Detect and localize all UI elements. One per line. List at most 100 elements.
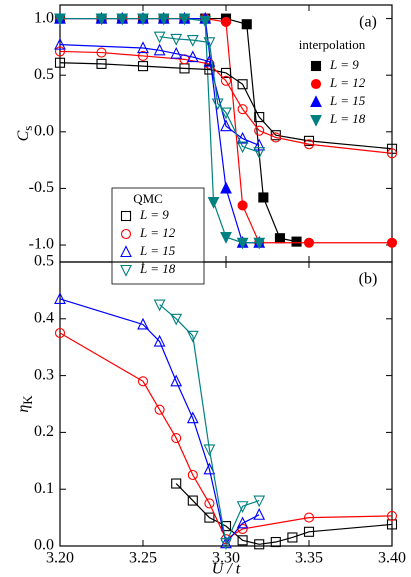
- marker: [253, 237, 266, 250]
- marker: [54, 292, 66, 304]
- plot-frame: [59, 261, 393, 547]
- marker: [203, 37, 216, 50]
- marker: [54, 37, 66, 50]
- marker: [137, 50, 149, 61]
- marker: [253, 147, 266, 159]
- marker: [291, 236, 302, 247]
- marker: [241, 19, 252, 30]
- legend-marker: [310, 60, 322, 72]
- marker: [153, 334, 166, 347]
- marker: [157, 13, 170, 26]
- marker: [54, 13, 66, 26]
- marker: [170, 313, 183, 326]
- marker: [54, 327, 66, 339]
- x-tick-label: 3.20: [46, 550, 74, 567]
- x-axis-label: U / t: [212, 561, 241, 577]
- marker: [170, 33, 183, 46]
- y-tick-label: 0.0: [34, 537, 54, 554]
- panel-label: (a): [359, 14, 377, 31]
- marker: [220, 181, 232, 194]
- y-label-subscript: K: [20, 395, 35, 405]
- marker: [171, 433, 182, 444]
- legend-label: L = 15: [329, 93, 366, 108]
- marker: [137, 376, 149, 387]
- y-tick-label: 0.2: [34, 423, 54, 440]
- legend-marker: [120, 228, 132, 240]
- y-tick-label: 0.5: [34, 253, 54, 270]
- legend-label: L = 9: [329, 57, 359, 72]
- marker: [237, 79, 248, 90]
- marker: [220, 75, 232, 86]
- marker: [303, 139, 315, 150]
- legend-label: L = 9: [139, 207, 169, 222]
- marker: [220, 538, 232, 550]
- legend-marker: [120, 245, 132, 258]
- y-label-symbol: C: [15, 130, 32, 141]
- marker: [220, 521, 232, 532]
- y-label-subscript: s: [20, 126, 35, 131]
- marker: [236, 501, 249, 513]
- marker: [186, 50, 199, 63]
- marker: [95, 13, 108, 26]
- marker: [236, 516, 249, 529]
- marker: [254, 539, 265, 550]
- marker: [204, 64, 215, 75]
- marker: [237, 200, 248, 211]
- marker: [236, 131, 249, 144]
- marker: [204, 498, 215, 509]
- marker: [137, 13, 149, 26]
- marker: [154, 404, 165, 415]
- marker: [153, 43, 166, 56]
- legend-box: [111, 187, 205, 285]
- marker: [237, 104, 248, 115]
- series-line: [59, 298, 260, 545]
- marker: [137, 61, 149, 72]
- marker: [386, 237, 398, 248]
- marker: [236, 141, 249, 154]
- marker: [303, 512, 315, 523]
- marker: [96, 58, 107, 69]
- y-tick-label: -0.5: [29, 179, 54, 196]
- x-tick-label: 3.40: [378, 550, 406, 567]
- marker: [220, 16, 232, 28]
- legend-label: L = 18: [329, 111, 366, 126]
- x-tick-label: 3.35: [295, 550, 323, 567]
- marker: [270, 536, 281, 548]
- marker: [220, 232, 232, 244]
- marker: [220, 67, 232, 78]
- legend-marker: [310, 114, 322, 127]
- marker: [54, 46, 66, 57]
- legend-label: L = 12: [139, 225, 176, 240]
- y-tick-label: 1.0: [34, 9, 54, 26]
- marker: [199, 15, 212, 28]
- x-tick-label: 3.25: [129, 550, 157, 567]
- marker: [203, 444, 216, 457]
- y-tick-label: 0.1: [34, 480, 54, 497]
- legend-marker: [310, 78, 322, 90]
- legend-marker: [310, 95, 322, 108]
- series-line: [175, 483, 393, 545]
- marker: [207, 196, 220, 209]
- y-axis-label: Cs: [15, 126, 35, 142]
- legend-label: L = 15: [139, 243, 176, 258]
- panel-label: (b): [359, 271, 378, 288]
- series-line: [59, 332, 393, 541]
- y-tick-label: -1.0: [29, 236, 54, 253]
- marker: [137, 317, 149, 330]
- legend-title: interpolation: [299, 37, 366, 52]
- series-line: [159, 304, 260, 546]
- marker: [253, 138, 266, 151]
- marker: [186, 330, 199, 343]
- marker: [187, 469, 198, 481]
- y-axis-label: ηK: [15, 395, 35, 413]
- legend-title: QMC: [133, 191, 163, 206]
- marker: [253, 495, 266, 508]
- series-line: [59, 62, 393, 150]
- series-line: [59, 50, 393, 154]
- marker: [254, 125, 265, 136]
- marker: [270, 132, 281, 143]
- marker: [204, 58, 215, 69]
- marker: [386, 148, 398, 159]
- marker: [186, 35, 199, 47]
